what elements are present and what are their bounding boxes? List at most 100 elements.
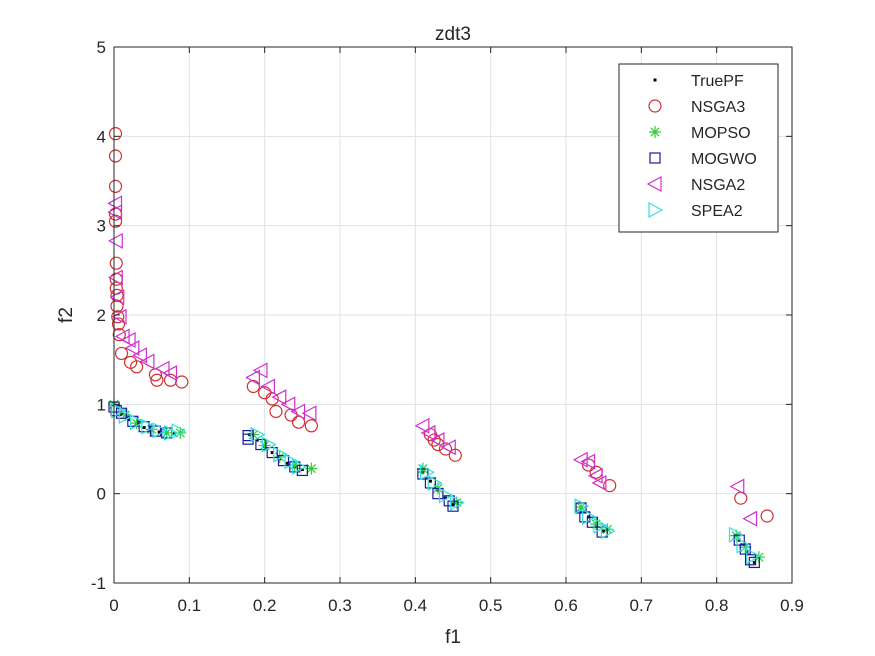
point-truepf bbox=[300, 468, 304, 472]
point-nsga2 bbox=[587, 467, 603, 484]
point-mogwo bbox=[432, 488, 444, 500]
legend-label: MOPSO bbox=[691, 125, 751, 142]
point-nsga3 bbox=[760, 509, 774, 523]
point-spea2 bbox=[746, 548, 762, 565]
legend-item-mogwo: MOGWO bbox=[649, 151, 757, 168]
point-nsga3 bbox=[108, 214, 123, 228]
point-mopso bbox=[130, 417, 143, 430]
point-mopso bbox=[119, 409, 132, 422]
point-truepf bbox=[285, 461, 289, 465]
point-truepf bbox=[443, 496, 447, 500]
point-mogwo bbox=[424, 477, 436, 489]
point-spea2 bbox=[427, 474, 443, 491]
point-spea2 bbox=[261, 436, 277, 453]
point-truepf bbox=[270, 451, 274, 455]
point-nsga2 bbox=[729, 478, 745, 495]
y-tick-label: 0 bbox=[97, 485, 106, 504]
point-mogwo bbox=[266, 446, 278, 459]
point-nsga2 bbox=[107, 269, 123, 286]
legend-marker-nsga2 bbox=[646, 175, 662, 193]
legend-box bbox=[618, 63, 779, 233]
x-axis-label: f1 bbox=[445, 627, 461, 648]
point-mopso bbox=[258, 439, 271, 452]
series-nsga2 bbox=[107, 195, 758, 527]
point-mopso bbox=[273, 451, 286, 464]
point-nsga2 bbox=[107, 204, 123, 221]
point-mogwo bbox=[289, 461, 301, 473]
point-truepf bbox=[172, 432, 176, 436]
point-nsga2 bbox=[120, 332, 136, 349]
point-truepf bbox=[451, 502, 455, 506]
legend-label: SPEA2 bbox=[691, 203, 743, 220]
x-tick-label: 0.3 bbox=[328, 596, 352, 615]
point-nsga2 bbox=[301, 405, 317, 422]
point-nsga2 bbox=[139, 353, 155, 370]
x-tick-label: 0.7 bbox=[630, 596, 654, 615]
point-spea2 bbox=[130, 414, 145, 431]
point-nsga2 bbox=[429, 432, 445, 449]
y-tick-label: 5 bbox=[97, 38, 106, 57]
point-mopso bbox=[590, 518, 603, 531]
point-nsga3 bbox=[603, 479, 617, 493]
point-nsga3 bbox=[110, 288, 124, 302]
point-truepf bbox=[157, 430, 161, 434]
point-nsga2 bbox=[252, 362, 268, 379]
point-nsga3 bbox=[108, 127, 123, 141]
point-nsga3 bbox=[246, 379, 260, 394]
x-tick-label: 0.5 bbox=[479, 596, 503, 615]
point-spea2 bbox=[420, 464, 435, 481]
point-mopso bbox=[575, 501, 588, 514]
legend-label: NSGA2 bbox=[691, 177, 745, 194]
point-spea2 bbox=[250, 426, 266, 443]
legend-item-mopso: MOPSO bbox=[649, 125, 751, 142]
point-nsga2 bbox=[591, 474, 607, 491]
legend: TruePF NSGA3 MOPSO MOGWO NSGA2 SPEA2 bbox=[618, 63, 779, 233]
point-spea2 bbox=[600, 523, 616, 540]
legend-item-nsga2: NSGA2 bbox=[646, 175, 745, 194]
point-nsga3 bbox=[111, 317, 126, 331]
point-nsga2 bbox=[107, 195, 123, 212]
point-nsga2 bbox=[162, 365, 178, 382]
point-mogwo bbox=[596, 526, 608, 538]
legend-marker-mopso bbox=[649, 126, 661, 138]
point-truepf bbox=[752, 560, 756, 564]
point-spea2 bbox=[141, 418, 157, 435]
point-nsga2 bbox=[260, 378, 276, 395]
x-tick-label: 0.1 bbox=[178, 596, 202, 615]
legend-label: NSGA3 bbox=[691, 99, 745, 116]
point-nsga3 bbox=[130, 360, 144, 374]
point-nsga2 bbox=[154, 360, 170, 377]
point-nsga3 bbox=[108, 149, 123, 163]
point-nsga2 bbox=[280, 396, 296, 413]
series-nsga3 bbox=[108, 127, 774, 523]
series-spea2 bbox=[111, 402, 762, 565]
legend-marker-mogwo bbox=[649, 152, 661, 164]
point-mopso bbox=[174, 426, 187, 439]
x-tick-label: 0.6 bbox=[554, 596, 578, 615]
point-spea2 bbox=[291, 458, 307, 475]
x-tick-label: 0.2 bbox=[253, 596, 277, 615]
point-nsga2 bbox=[111, 308, 127, 325]
x-tick-label: 0 bbox=[109, 596, 118, 615]
legend-label: MOGWO bbox=[691, 151, 757, 168]
point-mogwo bbox=[242, 433, 254, 445]
point-mogwo bbox=[255, 438, 267, 451]
point-nsga3 bbox=[109, 256, 123, 270]
point-nsga3 bbox=[108, 179, 123, 193]
point-mogwo bbox=[586, 516, 598, 528]
point-truepf bbox=[428, 479, 432, 483]
point-nsga2 bbox=[245, 369, 260, 386]
point-truepf bbox=[602, 529, 606, 533]
point-mogwo bbox=[417, 468, 429, 480]
point-mogwo bbox=[739, 543, 751, 555]
series-layer bbox=[107, 127, 774, 569]
point-nsga3 bbox=[304, 419, 318, 433]
point-spea2 bbox=[118, 407, 134, 424]
point-mopso bbox=[739, 541, 752, 554]
point-nsga2 bbox=[420, 424, 436, 441]
y-tick-label: -1 bbox=[91, 574, 106, 593]
y-tick-label: 3 bbox=[97, 217, 106, 236]
y-tick-label: 1 bbox=[97, 395, 106, 414]
